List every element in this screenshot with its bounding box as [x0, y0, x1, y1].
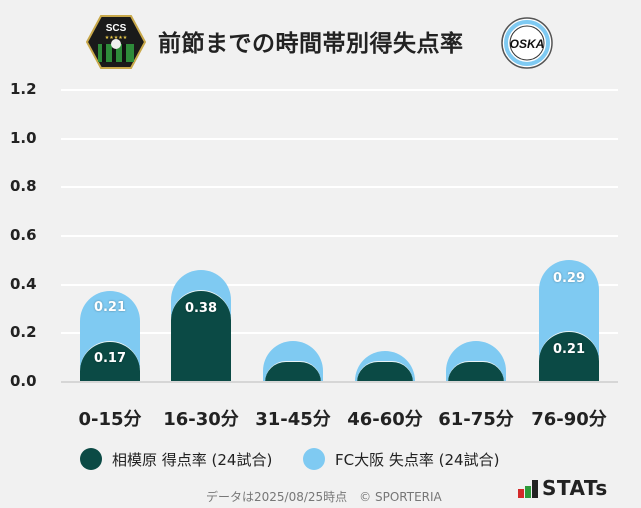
- footer-note: データは2025/08/25時点 © SPORTERIA: [206, 490, 442, 504]
- y-tick: 0.2: [10, 323, 37, 341]
- gridline: [61, 235, 618, 237]
- fc-osaka-logo-icon: OSKA: [501, 17, 553, 69]
- chart-plot-area: 1.2 1.0 0.8 0.6 0.4 0.2 0.0 0.21 0.17 0.…: [10, 80, 618, 390]
- x-tick: 46-60分: [347, 409, 423, 430]
- stats-brand: STATs: [518, 478, 608, 498]
- bar-home-46-60: [357, 361, 413, 382]
- x-tick: 61-75分: [438, 409, 514, 430]
- svg-text:★★★★★: ★★★★★: [105, 35, 128, 41]
- x-tick: 0-15分: [78, 409, 142, 430]
- gridline: [61, 332, 618, 334]
- x-tick: 31-45分: [255, 409, 331, 430]
- sagamihara-logo-icon: SCS ★★★★★: [86, 15, 146, 69]
- y-tick: 0.4: [10, 275, 37, 293]
- bar-label-away-76-90: 0.29: [552, 271, 586, 286]
- legend-dot-home-icon: [80, 448, 102, 470]
- x-tick: 16-30分: [163, 409, 239, 430]
- bar-label-home-76-90: 0.21: [552, 342, 586, 357]
- legend-dot-away-icon: [303, 448, 325, 470]
- y-tick: 1.0: [10, 129, 37, 147]
- svg-text:OSKA: OSKA: [510, 37, 545, 51]
- legend-label-home: 相模原 得点率 (24試合): [112, 450, 273, 469]
- bar-home-0-15: [80, 341, 140, 382]
- bar-home-76-90: [539, 331, 599, 382]
- chart-header: SCS ★★★★★ 前節までの時間帯別得失点率 OSKA: [0, 0, 641, 80]
- svg-text:SCS: SCS: [106, 23, 127, 34]
- legend-item-away: FC大阪 失点率 (24試合): [303, 448, 499, 470]
- bar-label-away-0-15: 0.21: [93, 300, 127, 315]
- gridline: [61, 89, 618, 91]
- bar-home-61-75: [448, 361, 504, 382]
- gridline: [61, 284, 618, 286]
- chart-title: 前節までの時間帯別得失点率: [158, 31, 464, 57]
- bar-label-home-16-30: 0.38: [184, 301, 218, 316]
- y-tick: 0.8: [10, 177, 37, 195]
- y-tick: 1.2: [10, 80, 37, 98]
- stats-brand-text: STATs: [542, 476, 608, 500]
- y-tick: 0.0: [10, 372, 37, 390]
- x-axis-baseline: [61, 381, 618, 383]
- bar-home-31-45: [265, 361, 321, 382]
- x-tick: 76-90分: [531, 409, 607, 430]
- legend-label-away: FC大阪 失点率 (24試合): [335, 450, 500, 469]
- gridline: [61, 186, 618, 188]
- gridline: [61, 138, 618, 140]
- bar-label-home-0-15: 0.17: [93, 351, 127, 366]
- bar-home-16-30: [171, 290, 231, 382]
- y-tick: 0.6: [10, 226, 37, 244]
- legend-item-home: 相模原 得点率 (24試合): [80, 448, 272, 470]
- stats-bars-icon: [518, 480, 538, 498]
